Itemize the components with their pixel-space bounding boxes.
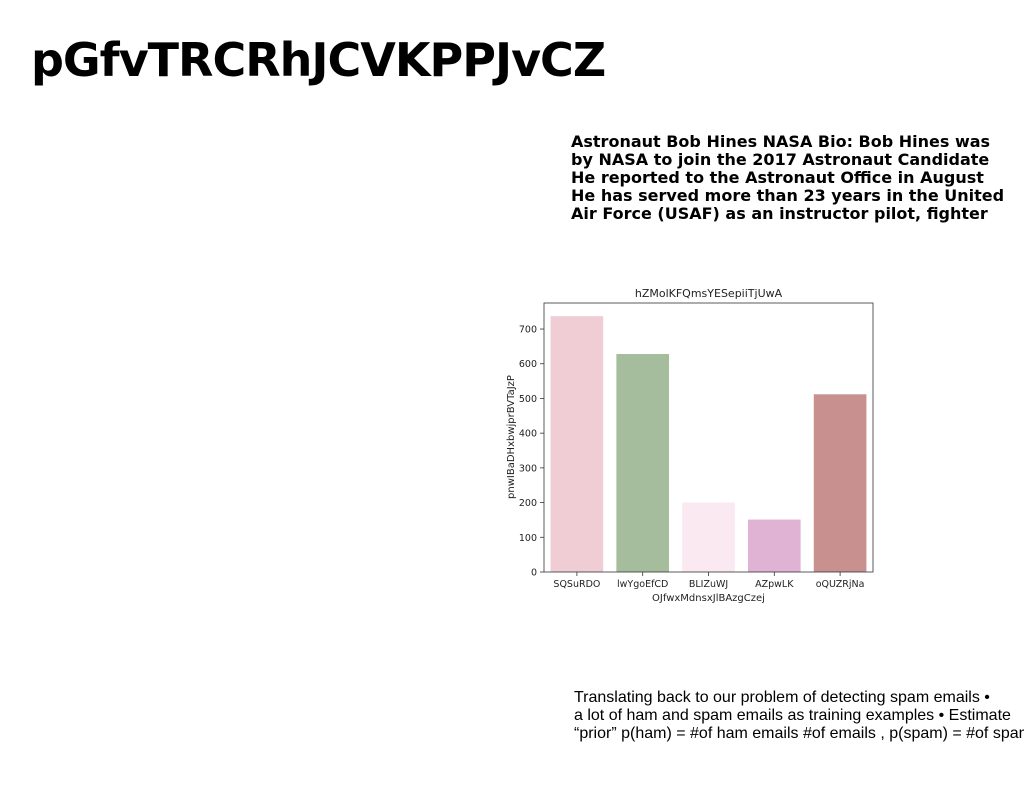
- chart-title: hZMolKFQmsYESepiiTjUwA: [635, 287, 783, 300]
- plot-frame: [543, 302, 874, 573]
- bar-chart: hZMolKFQmsYESepiiTjUwA 0 100 200 300 400 500 6…: [500, 282, 890, 617]
- bar-AZpwLK: [747, 519, 801, 572]
- page-title: pGfvTRCRhJCVKPPJvCZ: [31, 33, 606, 87]
- bar-lwYgoEfCD: [616, 354, 670, 572]
- bio-line: He has served more than 23 years in the …: [571, 187, 1005, 205]
- bio-line: He reported to the Astronaut Office in A…: [571, 169, 984, 187]
- y-axis: 0 100 200 300 400 500 600 700: [519, 325, 544, 579]
- bio-line: Astronaut Bob Hines NASA Bio: Bob Hines …: [571, 133, 991, 151]
- x-axis-label: OJfwxMdnsxJlBAzgCzej: [652, 593, 765, 604]
- spam-text-block: Translating back to our problem of detec…: [574, 689, 1024, 743]
- spam-line: a lot of ham and spam emails as training…: [574, 707, 1011, 724]
- x-tick-label: oQUZRjNa: [816, 579, 865, 590]
- bio-line: Air Force (USAF) as an instructor pilot,…: [571, 205, 988, 223]
- y-tick-label: 200: [519, 498, 537, 509]
- y-tick-label: 400: [519, 429, 537, 440]
- bar-chart-svg: hZMolKFQmsYESepiiTjUwA 0 100 200 300 400 500 6…: [506, 287, 874, 604]
- y-axis-label: pnwIBaDHxbwjprBVTaJzP: [506, 375, 517, 499]
- x-tick-label: AZpwLK: [755, 579, 794, 590]
- spam-line: Translating back to our problem of detec…: [574, 689, 990, 706]
- x-axis: SQSuRDO lwYgoEfCD BLIZuWJ AZpwLK oQUZRjNa: [553, 572, 864, 590]
- bar-BLIZuWJ: [682, 502, 735, 572]
- y-tick-label: 0: [531, 568, 537, 579]
- bar-oQUZRjNa: [813, 394, 867, 572]
- y-tick-label: 700: [519, 325, 537, 336]
- bar-SQSuRDO: [550, 316, 604, 572]
- y-tick-label: 300: [519, 463, 537, 474]
- x-tick-label: SQSuRDO: [553, 579, 600, 590]
- y-tick-label: 600: [519, 359, 537, 370]
- y-tick-label: 100: [519, 533, 537, 544]
- bars: [550, 316, 867, 572]
- y-tick-label: 500: [519, 394, 537, 405]
- x-tick-label: lwYgoEfCD: [617, 579, 668, 590]
- spam-line: “prior” p(ham) = #of ham emails #of emai…: [574, 725, 1024, 742]
- bio-text-block: Astronaut Bob Hines NASA Bio: Bob Hines …: [571, 133, 1021, 223]
- bio-line: by NASA to join the 2017 Astronaut Candi…: [571, 151, 990, 169]
- x-tick-label: BLIZuWJ: [689, 579, 728, 590]
